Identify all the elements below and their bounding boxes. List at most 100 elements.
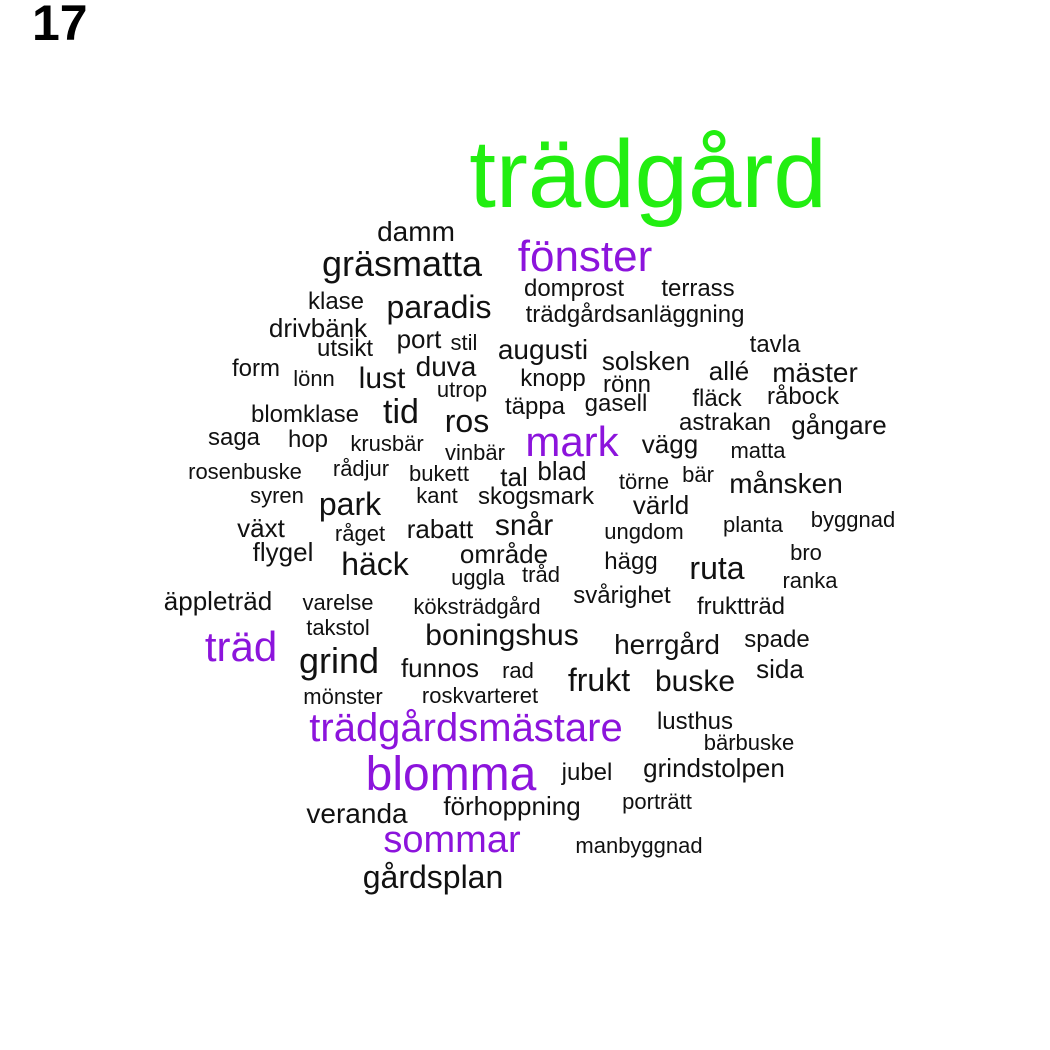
word-boningshus: boningshus (425, 619, 579, 652)
word-tid: tid (383, 393, 419, 431)
word-skogsmark: skogsmark (477, 483, 595, 510)
word-domprost: domprost (523, 275, 625, 302)
word-vaxt: växt (237, 513, 285, 543)
word-matta: matta (730, 438, 786, 463)
word-bro: bro (790, 540, 822, 565)
word-appletrad: äppleträd (163, 586, 273, 616)
word-spade: spade (744, 626, 810, 653)
word-snar: snår (494, 509, 554, 542)
word-omrade: område (459, 539, 549, 569)
word-tappa: täppa (504, 393, 566, 420)
word-rosenbuske: rosenbuske (188, 459, 302, 484)
word-frukttrad: fruktträd (696, 593, 786, 620)
word-jubel: jubel (561, 759, 613, 786)
word-port: port (396, 324, 442, 354)
word-takstol: takstol (306, 615, 370, 640)
word-forhoppning: förhoppning (443, 791, 581, 821)
word-syren: syren (250, 483, 304, 508)
word-blad: blad (537, 456, 587, 486)
word-hack: häck (341, 546, 409, 582)
word-gardsplan: gårdsplan (362, 859, 504, 895)
word-flack: fläck (692, 385, 742, 412)
word-lusthus: lusthus (656, 708, 734, 735)
word-lust: lust (358, 362, 406, 395)
word-augusti: augusti (497, 334, 589, 365)
word-ungdom: ungdom (604, 519, 684, 544)
word-ronn: rönn (602, 371, 652, 398)
word-rad: rad (502, 658, 534, 683)
word-svarighet: svårighet (573, 582, 671, 609)
word-tradgardsanlaggning: trädgårdsanläggning (525, 301, 745, 328)
word-torne: törne (618, 469, 670, 494)
word-mark: mark (525, 418, 619, 465)
word-lonn: lönn (293, 366, 335, 391)
word-vinbar: vinbär (445, 440, 505, 465)
word-varelse: varelse (302, 590, 374, 615)
word-hagg: hägg (604, 548, 658, 575)
word-trad: tråd (522, 562, 560, 587)
word-portratt: porträtt (622, 789, 692, 814)
word-drivbank: drivbänk (268, 313, 368, 343)
word-hop: hop (287, 426, 329, 453)
word-veranda: veranda (306, 798, 408, 829)
word-knopp: knopp (520, 365, 586, 392)
word-radjur: rådjur (332, 456, 390, 481)
word-planta: planta (723, 512, 783, 537)
word-roskvarteret: roskvarteret (421, 683, 539, 708)
word-herrgard: herrgård (614, 629, 720, 660)
word-gasell: gasell (584, 390, 648, 417)
word-alle: allé (708, 356, 750, 386)
word-utsikt: utsikt (316, 335, 374, 362)
word-solsken: solsken (601, 346, 691, 376)
word-rabock: råbock (766, 383, 840, 410)
word-duva: duva (415, 351, 477, 382)
word-form: form (232, 355, 280, 382)
word-klase: klase (307, 288, 365, 315)
word-vagg: vägg (641, 429, 699, 459)
word-barbuske: bärbuske (703, 730, 795, 755)
word-utrop: utrop (436, 377, 488, 402)
word-sida: sida (756, 654, 804, 684)
word-byggnad: byggnad (810, 507, 896, 532)
word-funnos: funnos (400, 653, 480, 683)
word-park: park (318, 486, 382, 522)
word-uggla: uggla (451, 565, 505, 590)
word-gangare: gångare (791, 410, 887, 440)
word-tal: tal (500, 462, 528, 492)
word-ruta: ruta (689, 550, 745, 586)
word-manbyggnad: manbyggnad (575, 833, 703, 858)
word-krusbar: krusbär (350, 431, 424, 456)
word-varld: värld (632, 490, 690, 520)
word-ros: ros (444, 403, 490, 439)
word-blomklase: blomklase (250, 401, 360, 428)
word-flygel: flygel (252, 537, 314, 567)
word-astrakan: astrakan (678, 409, 772, 436)
word-paradis: paradis (386, 289, 492, 325)
word-tradgardsmastare: trädgårdsmästare (309, 706, 623, 750)
word-bar: bär (682, 462, 714, 487)
word-damm: damm (377, 216, 455, 247)
word-monster: mönster (303, 684, 383, 709)
word-blomma: blomma (365, 748, 537, 801)
word-mansken: månsken (729, 468, 843, 499)
word-tradgard: trädgård (469, 121, 827, 228)
word-trad: träd (204, 623, 278, 670)
word-fonster: fönster (517, 232, 653, 281)
word-frukt: frukt (567, 662, 631, 698)
word-sommar: sommar (383, 819, 521, 861)
word-stil: stil (450, 330, 478, 355)
word-tavla: tavla (749, 331, 801, 358)
word-saga: saga (207, 424, 261, 451)
word-rabatt: rabatt (406, 514, 474, 544)
word-grasmatta: gräsmatta (321, 243, 483, 284)
word-buske: buske (654, 665, 736, 698)
word-kokstradgard: köksträdgård (413, 594, 541, 619)
word-grind: grind (298, 640, 380, 681)
word-kant: kant (416, 483, 458, 508)
word-raget: råget (334, 521, 386, 546)
word-ranka: ranka (782, 568, 838, 593)
word-bukett: bukett (409, 461, 469, 486)
word-master: mäster (772, 357, 858, 388)
page-number: 17 (32, 0, 88, 51)
